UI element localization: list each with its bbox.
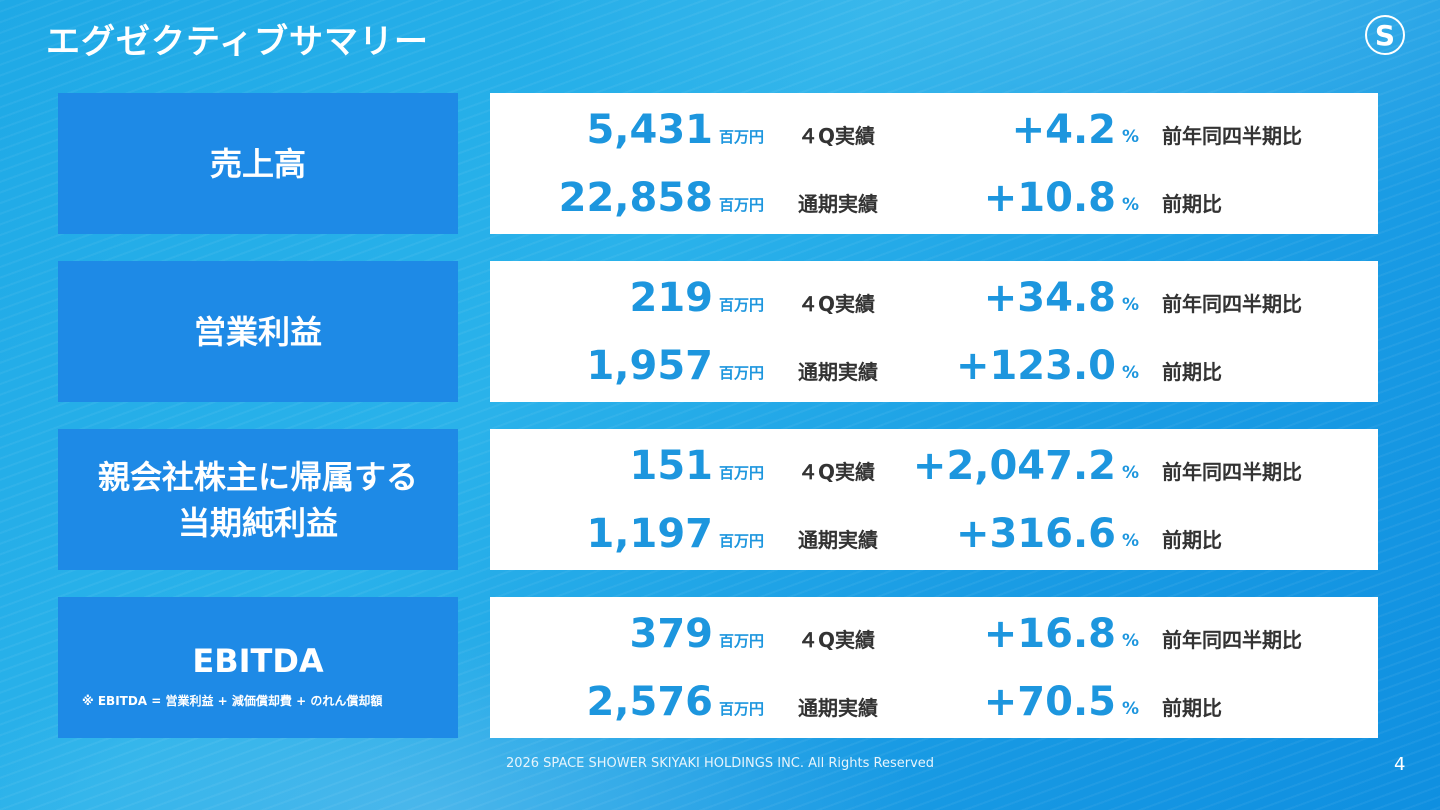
metric-compare: 前年同四半期比 bbox=[1162, 124, 1302, 148]
metric-percent-sign: % bbox=[1122, 295, 1140, 315]
metric-line-quarter: 219 百万円 ４Q実績 +34.8 % 前年同四半期比 bbox=[490, 275, 1378, 325]
metric-label: 営業利益 bbox=[193, 312, 322, 351]
metric-label-box: 親会社株主に帰属する 当期純利益 bbox=[58, 429, 458, 570]
metric-row-net-income: 親会社株主に帰属する 当期純利益 151 百万円 ４Q実績 +2,047.2 %… bbox=[58, 429, 1378, 570]
metric-change: +70.5 bbox=[983, 679, 1116, 725]
metric-label: 売上高 bbox=[209, 144, 306, 183]
metric-compare: 前期比 bbox=[1162, 528, 1222, 552]
metric-unit: 百万円 bbox=[719, 464, 765, 482]
metric-unit: 百万円 bbox=[719, 128, 765, 146]
metric-label: EBITDA bbox=[192, 642, 324, 680]
metric-unit: 百万円 bbox=[719, 700, 765, 718]
metric-row-ebitda: EBITDA ※ EBITDA = 営業利益 + 減価償却費 + のれん償却額 … bbox=[58, 597, 1378, 738]
metric-period: ４Q実績 bbox=[798, 124, 876, 148]
metric-unit: 百万円 bbox=[719, 364, 765, 382]
metric-percent-sign: % bbox=[1122, 463, 1140, 483]
metric-percent-sign: % bbox=[1122, 631, 1140, 651]
metric-data-box: 5,431 百万円 ４Q実績 +4.2 % 前年同四半期比 22,858 百万円… bbox=[490, 93, 1378, 234]
metric-percent-sign: % bbox=[1122, 363, 1140, 383]
metric-value: 151 bbox=[629, 443, 714, 489]
metric-change: +16.8 bbox=[983, 611, 1116, 657]
company-logo-icon: S bbox=[1365, 15, 1405, 55]
metric-compare: 前年同四半期比 bbox=[1162, 460, 1302, 484]
metric-line-full-year: 1,957 百万円 通期実績 +123.0 % 前期比 bbox=[490, 343, 1378, 393]
footer-copyright: 2026 SPACE SHOWER SKIYAKI HOLDINGS INC. … bbox=[505, 756, 935, 771]
metric-value: 1,197 bbox=[586, 511, 713, 557]
metric-unit: 百万円 bbox=[719, 632, 765, 650]
metric-compare: 前期比 bbox=[1162, 360, 1222, 384]
metric-period: ４Q実績 bbox=[798, 628, 876, 652]
metric-label-box: 営業利益 bbox=[58, 261, 458, 402]
page-title: エグゼクティブサマリー bbox=[46, 22, 429, 62]
metric-label: 親会社株主に帰属する 当期純利益 bbox=[97, 457, 418, 542]
metric-line-full-year: 2,576 百万円 通期実績 +70.5 % 前期比 bbox=[490, 679, 1378, 729]
metric-value: 379 bbox=[629, 611, 714, 657]
metric-change: +4.2 bbox=[1011, 107, 1116, 153]
page-number: 4 bbox=[1394, 754, 1406, 775]
metric-percent-sign: % bbox=[1122, 531, 1140, 551]
metric-compare: 前年同四半期比 bbox=[1162, 628, 1302, 652]
metric-row-operating-profit: 営業利益 219 百万円 ４Q実績 +34.8 % 前年同四半期比 1,957 … bbox=[58, 261, 1378, 402]
metric-data-box: 379 百万円 ４Q実績 +16.8 % 前年同四半期比 2,576 百万円 通… bbox=[490, 597, 1378, 738]
metric-value: 1,957 bbox=[586, 343, 713, 389]
metric-unit: 百万円 bbox=[719, 296, 765, 314]
metric-change: +123.0 bbox=[955, 343, 1116, 389]
metric-period: 通期実績 bbox=[798, 528, 878, 552]
metric-compare: 前年同四半期比 bbox=[1162, 292, 1302, 316]
metric-period: ４Q実績 bbox=[798, 460, 876, 484]
metric-value: 22,858 bbox=[558, 175, 713, 221]
metric-label-box: 売上高 bbox=[58, 93, 458, 234]
metric-period: ４Q実績 bbox=[798, 292, 876, 316]
metric-period: 通期実績 bbox=[798, 192, 878, 216]
metric-line-full-year: 22,858 百万円 通期実績 +10.8 % 前期比 bbox=[490, 175, 1378, 225]
metric-compare: 前期比 bbox=[1162, 696, 1222, 720]
metric-change: +2,047.2 bbox=[912, 443, 1116, 489]
metric-percent-sign: % bbox=[1122, 127, 1140, 147]
metric-change: +10.8 bbox=[983, 175, 1116, 221]
metric-unit: 百万円 bbox=[719, 196, 765, 214]
metric-change: +316.6 bbox=[955, 511, 1116, 557]
metric-unit: 百万円 bbox=[719, 532, 765, 550]
metric-value: 219 bbox=[629, 275, 714, 321]
metric-value: 5,431 bbox=[586, 107, 713, 153]
ebitda-definition-note: ※ EBITDA = 営業利益 + 減価償却費 + のれん償却額 bbox=[82, 694, 383, 708]
metric-change: +34.8 bbox=[983, 275, 1116, 321]
metric-percent-sign: % bbox=[1122, 699, 1140, 719]
metric-row-sales: 売上高 5,431 百万円 ４Q実績 +4.2 % 前年同四半期比 22,858… bbox=[58, 93, 1378, 234]
metric-data-box: 219 百万円 ４Q実績 +34.8 % 前年同四半期比 1,957 百万円 通… bbox=[490, 261, 1378, 402]
metric-value: 2,576 bbox=[586, 679, 713, 725]
metric-period: 通期実績 bbox=[798, 360, 878, 384]
metric-line-full-year: 1,197 百万円 通期実績 +316.6 % 前期比 bbox=[490, 511, 1378, 561]
metric-compare: 前期比 bbox=[1162, 192, 1222, 216]
metric-percent-sign: % bbox=[1122, 195, 1140, 215]
metric-data-box: 151 百万円 ４Q実績 +2,047.2 % 前年同四半期比 1,197 百万… bbox=[490, 429, 1378, 570]
metric-line-quarter: 151 百万円 ４Q実績 +2,047.2 % 前年同四半期比 bbox=[490, 443, 1378, 493]
metric-label-box: EBITDA ※ EBITDA = 営業利益 + 減価償却費 + のれん償却額 bbox=[58, 597, 458, 738]
metric-line-quarter: 5,431 百万円 ４Q実績 +4.2 % 前年同四半期比 bbox=[490, 107, 1378, 157]
metric-period: 通期実績 bbox=[798, 696, 878, 720]
metric-line-quarter: 379 百万円 ４Q実績 +16.8 % 前年同四半期比 bbox=[490, 611, 1378, 661]
